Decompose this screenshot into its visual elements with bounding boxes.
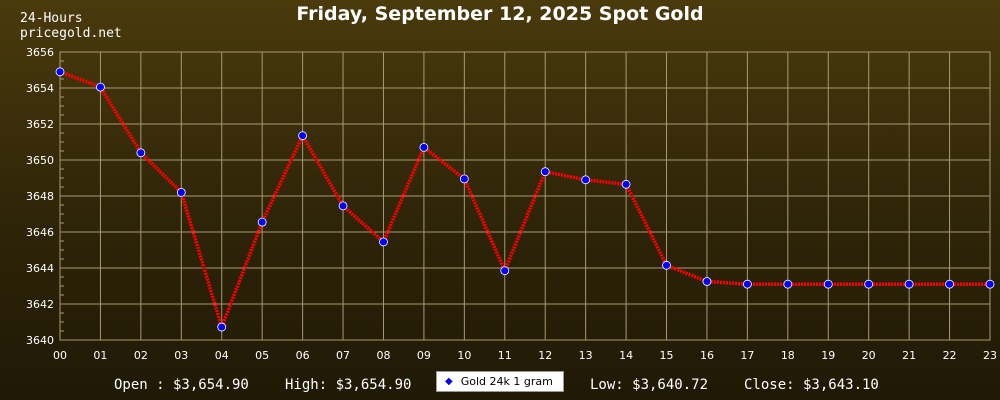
y-tick-label: 3648: [26, 190, 54, 203]
x-tick-label: 13: [579, 349, 593, 362]
high-price: High: $3,654.90: [285, 377, 412, 393]
x-tick-label: 21: [902, 349, 916, 362]
data-point: [459, 174, 469, 184]
site-label: pricegold.net: [20, 26, 122, 41]
y-tick-label: 3646: [26, 226, 54, 239]
y-tick-label: 3654: [26, 82, 54, 95]
x-tick-label: 10: [457, 349, 471, 362]
y-tick-label: 3642: [26, 298, 54, 311]
data-point: [985, 279, 995, 289]
data-point: [298, 131, 308, 141]
data-point: [945, 279, 954, 289]
data-point: [96, 82, 105, 92]
line-layer: [59, 70, 990, 329]
low-price: Low: $3,640.72: [590, 377, 709, 393]
data-point: [55, 67, 65, 77]
data-point: [581, 175, 591, 185]
data-point: [783, 279, 793, 289]
close-price: Close: $3,643.10: [744, 377, 879, 393]
y-tick-label: 3640: [26, 334, 54, 347]
x-tick-label: 19: [821, 349, 835, 362]
x-tick-label: 12: [538, 349, 552, 362]
data-point: [176, 187, 186, 197]
x-tick-label: 14: [619, 349, 633, 362]
period-label: 24-Hours: [20, 11, 83, 26]
x-tick-label: 07: [336, 349, 350, 362]
x-tick-label: 09: [417, 349, 431, 362]
data-point: [742, 279, 752, 289]
y-tick-label: 3644: [26, 262, 54, 275]
x-tick-label: 20: [862, 349, 876, 362]
x-tick-label: 06: [296, 349, 310, 362]
x-tick-label: 01: [93, 349, 107, 362]
data-point: [257, 217, 267, 227]
marker-layer: [55, 67, 995, 332]
y-tick-label: 3652: [26, 118, 54, 131]
x-tick-label: 22: [943, 349, 957, 362]
x-tick-label: 04: [215, 349, 229, 362]
data-point: [702, 277, 712, 286]
data-point: [217, 322, 227, 332]
legend-label: Gold 24k 1 gram: [460, 375, 553, 388]
chart-title: Friday, September 12, 2025 Spot Gold: [296, 3, 704, 25]
x-tick-label: 23: [983, 349, 997, 362]
data-point: [621, 179, 631, 189]
x-tick-label: 00: [53, 349, 67, 362]
data-point: [500, 266, 510, 276]
data-point: [379, 237, 388, 247]
x-tick-label: 08: [376, 349, 390, 362]
x-tick-label: 17: [740, 349, 754, 362]
legend: ◆ Gold 24k 1 gram: [436, 371, 564, 392]
data-point: [419, 142, 429, 152]
data-point: [904, 279, 914, 289]
data-point: [823, 279, 833, 289]
x-tick-label: 11: [498, 349, 512, 362]
data-point: [136, 148, 146, 158]
data-point: [864, 279, 874, 289]
x-tick-label: 15: [660, 349, 674, 362]
x-tick-label: 03: [174, 349, 188, 362]
series-line: [59, 70, 990, 329]
axis-layer: 00 01 02 03 04 05 06 07 08 09 10 11 12 13 14 15 16 17 18 19…: [26, 46, 997, 362]
data-point: [338, 201, 348, 211]
legend-marker-icon: ◆: [445, 376, 453, 387]
grid-layer: [59, 51, 991, 341]
y-tick-label: 3650: [26, 154, 54, 167]
data-point: [662, 260, 671, 270]
y-tick-label: 3656: [26, 46, 54, 59]
x-tick-label: 16: [700, 349, 714, 362]
open-price: Open : $3,654.90: [114, 377, 249, 393]
x-tick-label: 05: [255, 349, 269, 362]
x-tick-label: 02: [134, 349, 148, 362]
data-point: [540, 167, 550, 177]
x-tick-label: 18: [781, 349, 795, 362]
